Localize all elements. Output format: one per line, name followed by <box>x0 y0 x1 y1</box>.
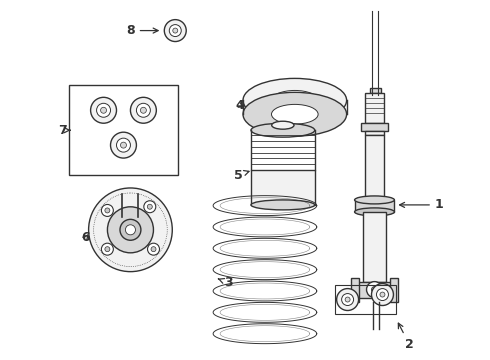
Text: 7: 7 <box>58 124 70 137</box>
Circle shape <box>164 20 186 41</box>
Circle shape <box>100 107 106 113</box>
Circle shape <box>173 28 178 33</box>
Circle shape <box>105 247 110 252</box>
Ellipse shape <box>243 92 346 136</box>
Circle shape <box>367 282 383 298</box>
Text: 6: 6 <box>81 231 90 244</box>
Circle shape <box>141 107 147 113</box>
Ellipse shape <box>251 123 315 137</box>
Bar <box>369 88 382 93</box>
Circle shape <box>97 103 111 117</box>
Bar <box>365 93 385 123</box>
Bar <box>357 282 392 298</box>
Circle shape <box>89 188 172 272</box>
Circle shape <box>144 201 156 213</box>
Circle shape <box>380 292 385 297</box>
Ellipse shape <box>283 95 306 105</box>
Bar <box>335 285 396 315</box>
Circle shape <box>120 219 141 240</box>
Text: 5: 5 <box>234 168 249 181</box>
Circle shape <box>121 142 126 148</box>
Circle shape <box>147 243 160 255</box>
Bar <box>355 200 394 212</box>
Circle shape <box>345 297 350 302</box>
Circle shape <box>91 97 117 123</box>
Ellipse shape <box>355 208 394 216</box>
Bar <box>361 123 389 131</box>
Ellipse shape <box>355 196 394 204</box>
Text: 4: 4 <box>236 99 245 112</box>
Circle shape <box>125 225 135 235</box>
Circle shape <box>337 289 359 310</box>
Bar <box>251 170 315 205</box>
Circle shape <box>111 132 136 158</box>
Circle shape <box>371 284 393 306</box>
Circle shape <box>376 289 389 301</box>
Text: 2: 2 <box>398 323 414 351</box>
Text: 1: 1 <box>399 198 443 211</box>
Bar <box>363 212 387 282</box>
Ellipse shape <box>271 121 294 129</box>
Circle shape <box>117 138 130 152</box>
Circle shape <box>151 247 156 252</box>
Circle shape <box>147 204 152 209</box>
Bar <box>69 85 178 175</box>
Ellipse shape <box>251 200 315 210</box>
Circle shape <box>169 24 181 37</box>
Bar <box>365 131 385 135</box>
Bar <box>350 278 359 302</box>
Ellipse shape <box>243 78 346 122</box>
Ellipse shape <box>271 90 318 110</box>
Bar <box>391 278 398 302</box>
Circle shape <box>105 208 110 213</box>
Circle shape <box>101 243 113 255</box>
Circle shape <box>130 97 156 123</box>
Text: 3: 3 <box>218 276 232 289</box>
Ellipse shape <box>271 104 318 124</box>
Circle shape <box>101 204 113 216</box>
Circle shape <box>342 293 354 306</box>
Circle shape <box>107 207 153 253</box>
Circle shape <box>136 103 150 117</box>
Bar <box>365 135 385 200</box>
Text: 8: 8 <box>126 24 158 37</box>
Circle shape <box>371 287 377 293</box>
